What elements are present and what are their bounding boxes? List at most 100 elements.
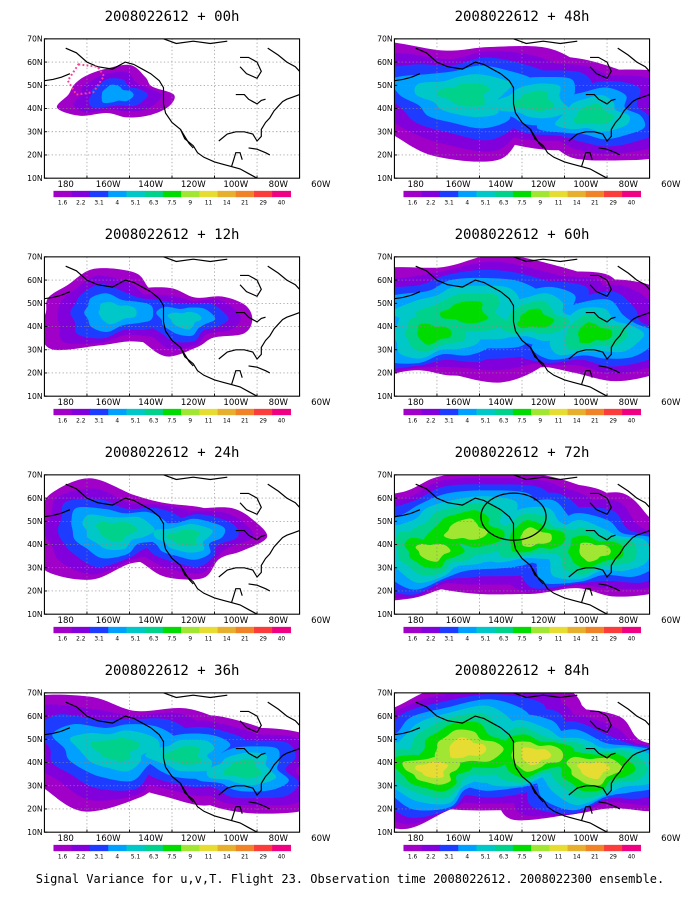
colorbar-swatch: [512, 626, 532, 634]
colorbar-swatch: [494, 844, 514, 852]
lat-tick-label: 40N: [377, 540, 393, 549]
coastline: [580, 806, 593, 821]
colorbar-label: 11: [555, 854, 563, 860]
colorbar-label: 21: [591, 418, 599, 424]
coastline: [163, 256, 228, 263]
lat-tick-label: 70N: [377, 689, 393, 698]
colorbar-swatch: [549, 844, 569, 852]
variance-contour: [223, 758, 262, 779]
coastline: [589, 56, 612, 80]
colorbar-label: 21: [591, 200, 599, 206]
colorbar-swatch: [585, 844, 605, 852]
lat-tick-label: 60N: [377, 58, 393, 67]
colorbar-label: 7.5: [167, 636, 177, 642]
coastline: [513, 692, 578, 699]
map-panel: 2008022612 + 36h 70N 60N 50N 40N 30N 20N 10N 180…: [22, 662, 331, 867]
lat-tick-label: 40N: [27, 540, 43, 549]
figure-caption: Signal Variance for u,v,T. Flight 23. Ob…: [35, 872, 665, 886]
colorbar-swatch: [494, 626, 514, 634]
lon-tick-label: 180: [408, 616, 424, 626]
lat-tick-label: 30N: [27, 345, 43, 354]
variance-contour: [101, 84, 134, 104]
colorbar-label: 21: [241, 854, 249, 860]
coastline: [239, 710, 262, 734]
variance-map: 70N 60N 50N 40N 30N 20N 10N 180 160W 140W 120W 100W…: [377, 471, 681, 643]
lon-tick-label: 160W: [96, 398, 121, 408]
coastline: [585, 94, 616, 105]
lon-tick-label: 100W: [223, 398, 248, 408]
lon-tick-label: 100W: [223, 180, 248, 190]
lon-tick-label: 80W: [619, 398, 639, 408]
colorbar-swatch: [108, 844, 127, 852]
lat-tick-label: 20N: [27, 587, 43, 596]
colorbar-label: 3.1: [444, 200, 454, 206]
colorbar-swatch: [254, 190, 273, 198]
coastline: [218, 748, 300, 796]
colorbar-label: 1.6: [408, 200, 418, 206]
colorbar-label: 29: [259, 418, 267, 424]
colorbar-swatch: [622, 190, 641, 198]
colorbar-swatch: [108, 408, 127, 416]
coastline: [235, 530, 266, 541]
colorbar-label: 3.1: [94, 418, 104, 424]
lat-tick-label: 40N: [27, 758, 43, 767]
coastline: [239, 492, 262, 516]
lon-tick-label: 140W: [138, 834, 163, 844]
lon-tick-label: 120W: [181, 834, 206, 844]
colorbar-swatch: [126, 190, 146, 198]
coastline: [598, 147, 621, 156]
colorbar-swatch: [567, 190, 587, 198]
coastline: [589, 710, 612, 734]
lat-tick-label: 20N: [27, 369, 43, 378]
coastline: [65, 701, 258, 833]
lon-tick-label: 120W: [181, 616, 206, 626]
variance-contour: [436, 83, 490, 107]
panel-title: 2008022612 + 24h: [104, 445, 240, 461]
lat-tick-label: 60N: [27, 712, 43, 721]
panel-title: 2008022612 + 60h: [454, 227, 590, 243]
colorbar-label: 3.1: [444, 636, 454, 642]
colorbar-label: 9: [188, 854, 192, 860]
colorbar-swatch: [162, 190, 182, 198]
variance-contour: [162, 746, 202, 765]
colorbar-label: 4: [465, 418, 469, 424]
lat-tick-label: 40N: [377, 104, 393, 113]
coastline: [415, 701, 608, 833]
lon-tick-label: 60W: [311, 616, 331, 626]
lon-tick-label: 140W: [138, 180, 163, 190]
colorbar-label: 6.3: [149, 636, 159, 642]
colorbar-label: 40: [628, 636, 636, 642]
colorbar-label: 5.1: [131, 200, 141, 206]
lon-tick-label: 60W: [661, 398, 681, 408]
colorbar-swatch: [254, 408, 273, 416]
colorbar-label: 21: [591, 636, 599, 642]
coastline: [218, 530, 300, 578]
colorbar-label: 5.1: [131, 854, 141, 860]
lon-tick-label: 100W: [573, 180, 598, 190]
coastline: [568, 94, 650, 142]
colorbar-swatch: [622, 408, 641, 416]
lon-tick-label: 60W: [311, 398, 331, 408]
coastline: [598, 365, 621, 374]
lon-tick-label: 140W: [138, 398, 163, 408]
colorbar-swatch: [126, 408, 146, 416]
lon-tick-label: 100W: [223, 616, 248, 626]
colorbar-label: 29: [259, 636, 267, 642]
variance-contour: [439, 301, 489, 324]
coastline: [230, 806, 243, 821]
lon-tick-label: 60W: [661, 180, 681, 190]
coastline: [267, 701, 300, 726]
lon-tick-label: 60W: [661, 834, 681, 844]
coastline: [163, 474, 228, 481]
colorbar-label: 7.5: [517, 636, 527, 642]
colorbar-swatch: [217, 408, 237, 416]
colorbar-label: 1.6: [408, 418, 418, 424]
lat-tick-label: 50N: [377, 735, 393, 744]
lon-tick-label: 140W: [488, 398, 513, 408]
colorbar-label: 40: [278, 854, 286, 860]
colorbar-label: 14: [573, 854, 581, 860]
colorbar-swatch: [549, 408, 569, 416]
colorbar-label: 11: [205, 854, 213, 860]
colorbar-label: 2.2: [426, 854, 436, 860]
lon-tick-label: 120W: [531, 834, 556, 844]
